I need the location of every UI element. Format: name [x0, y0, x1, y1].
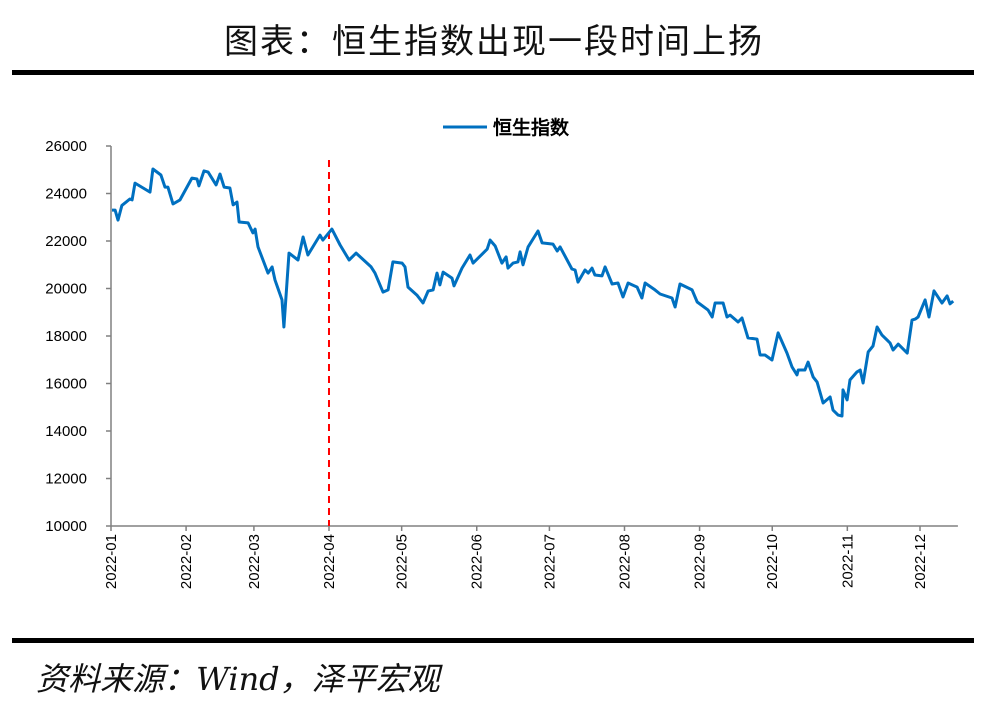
x-tick-label: 2022-01: [103, 534, 120, 589]
y-tick-label: 24000: [45, 186, 87, 203]
y-tick-label: 16000: [45, 376, 87, 393]
legend-label: 恒生指数: [493, 116, 570, 139]
source-note: 资料来源：Wind，泽平宏观: [36, 660, 440, 698]
y-tick-label: 18000: [45, 328, 87, 345]
y-tick-label: 14000: [45, 423, 87, 440]
x-tick-label: 2022-03: [246, 534, 263, 589]
bottom-rule: [12, 638, 974, 643]
figure-title: 图表：恒生指数出现一段时间上扬: [224, 22, 764, 62]
x-tick-label: 2022-04: [321, 534, 338, 589]
y-tick-label: 26000: [45, 138, 87, 155]
x-tick-label: 2022-12: [912, 534, 929, 589]
x-tick-label: 2022-08: [616, 534, 633, 589]
x-tick-label: 2022-05: [394, 534, 411, 589]
x-tick-label: 2022-06: [469, 534, 486, 589]
x-tick-label: 2022-02: [178, 534, 195, 589]
series-line-hsi: [112, 167, 955, 418]
x-tick-label: 2022-10: [764, 534, 781, 589]
y-tick-label: 22000: [45, 233, 87, 250]
x-tick-label: 2022-07: [541, 534, 558, 589]
top-rule: [12, 70, 974, 75]
x-tick-label: 2022-09: [692, 534, 709, 589]
y-tick-label: 10000: [45, 518, 87, 535]
y-tick-label: 20000: [45, 281, 87, 298]
x-tick-label: 2022-11: [839, 534, 856, 588]
y-tick-label: 12000: [45, 471, 87, 488]
